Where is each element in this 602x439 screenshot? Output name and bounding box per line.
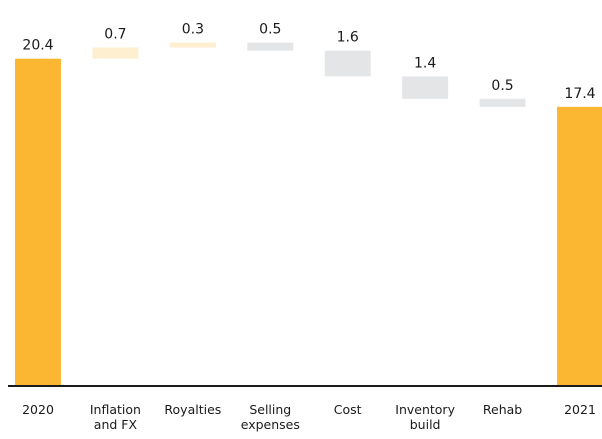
category-label: Royalties bbox=[164, 402, 221, 417]
value-label: 17.4 bbox=[564, 86, 595, 102]
value-label: 0.3 bbox=[182, 22, 204, 38]
bar-cost bbox=[324, 50, 371, 77]
bar-2021 bbox=[557, 106, 602, 386]
value-label: 0.5 bbox=[491, 78, 513, 94]
category-label: Cost bbox=[334, 402, 362, 417]
bar-rehab bbox=[479, 98, 526, 107]
value-label: 1.6 bbox=[337, 30, 359, 46]
value-label: 0.5 bbox=[259, 22, 281, 38]
category-label: Rehab bbox=[483, 402, 522, 417]
value-labels-group: 20.4 0.7 0.3 0.5 1.6 1.4 0.5 17.4 bbox=[22, 22, 595, 102]
category-label: build bbox=[410, 417, 441, 432]
value-label: 0.7 bbox=[104, 26, 126, 42]
bar-2020 bbox=[15, 58, 61, 387]
category-label: Inventory bbox=[395, 402, 455, 417]
category-label: and FX bbox=[94, 417, 138, 432]
category-label: expenses bbox=[241, 417, 300, 432]
bar-selling-expenses bbox=[247, 42, 294, 51]
bars-group bbox=[15, 42, 602, 387]
value-label: 20.4 bbox=[22, 38, 53, 54]
category-label: Inflation bbox=[90, 402, 141, 417]
bar-inflation-and fx bbox=[92, 47, 139, 59]
category-label: Selling bbox=[249, 402, 291, 417]
bar-royalties bbox=[169, 42, 216, 48]
value-label: 1.4 bbox=[414, 55, 436, 71]
category-label: 2021 bbox=[564, 402, 596, 417]
category-label: 2020 bbox=[22, 402, 54, 417]
bar-inventory-build bbox=[402, 76, 449, 99]
